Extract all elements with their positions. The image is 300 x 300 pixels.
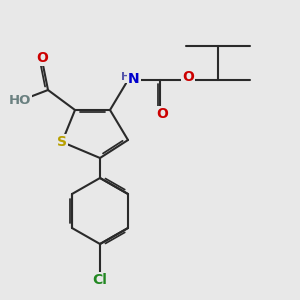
Text: O: O — [156, 107, 168, 121]
Text: Cl: Cl — [93, 273, 107, 287]
Text: O: O — [36, 51, 48, 65]
Text: O: O — [182, 70, 194, 84]
Text: HO: HO — [9, 94, 31, 106]
Text: H: H — [122, 72, 130, 82]
Text: N: N — [128, 72, 140, 86]
Text: S: S — [57, 135, 67, 149]
